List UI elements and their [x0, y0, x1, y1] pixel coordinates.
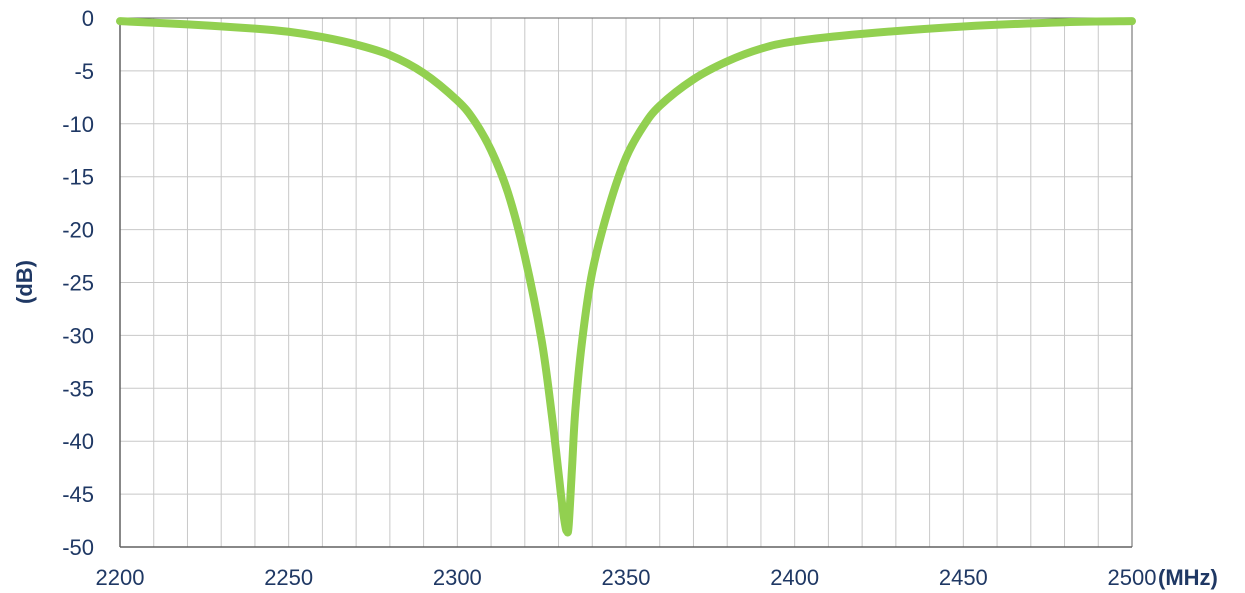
series-group	[116, 17, 1136, 537]
x-tick-label: 2400	[770, 565, 819, 590]
y-tick-label: -30	[62, 323, 94, 348]
x-tick-label: 2200	[96, 565, 145, 590]
x-axis-title: (MHz)	[1158, 565, 1218, 590]
x-tick-label: 2500	[1108, 565, 1157, 590]
y-tick-label: -15	[62, 165, 94, 190]
series-line-0	[116, 17, 1136, 537]
x-tick-label: 2300	[433, 565, 482, 590]
y-tick-label: -25	[62, 271, 94, 296]
y-tick-label: -40	[62, 429, 94, 454]
y-tick-label: -20	[62, 218, 94, 243]
y-tick-label: -35	[62, 376, 94, 401]
y-axis-title: (dB)	[12, 260, 37, 304]
y-tick-label: 0	[82, 6, 94, 31]
y-tick-label: -5	[74, 59, 94, 84]
grid-major-lines	[120, 17, 1132, 547]
x-tick-labels: 2200 2250 2300 2350 2400 2450 2500	[96, 565, 1157, 590]
y-tick-label: -45	[62, 482, 94, 507]
chart-axes	[119, 17, 1133, 548]
y-tick-labels: 0 -5 -10 -15 -20 -25 -30 -35 -40 -45 -50	[62, 6, 94, 560]
x-tick-label: 2250	[264, 565, 313, 590]
x-tick-label: 2350	[602, 565, 651, 590]
x-tick-label: 2450	[939, 565, 988, 590]
y-tick-label: -10	[62, 112, 94, 137]
y-tick-label: -50	[62, 535, 94, 560]
